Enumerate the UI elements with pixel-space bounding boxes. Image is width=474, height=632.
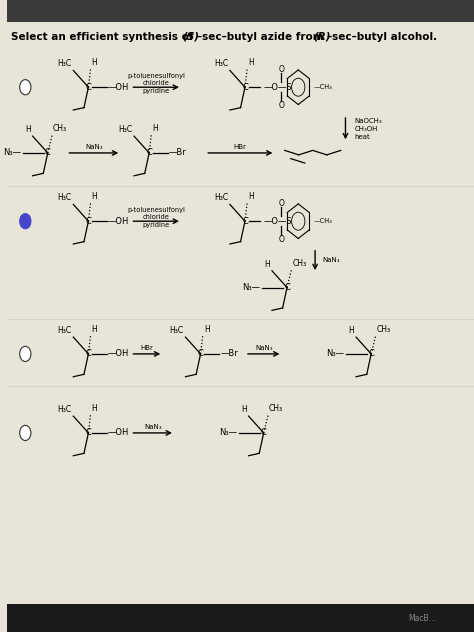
Text: p-toluenesulfonyl: p-toluenesulfonyl [127,73,185,79]
Text: H: H [248,191,254,201]
Text: CH₃: CH₃ [53,125,67,133]
Text: —Br: —Br [169,149,186,157]
Text: H: H [91,191,97,201]
Text: p-toluenesulfonyl: p-toluenesulfonyl [127,207,185,213]
Text: H: H [91,58,97,67]
Circle shape [20,214,31,229]
Text: NaN₃: NaN₃ [322,257,339,264]
Text: H: H [91,324,97,334]
Text: CH₃: CH₃ [376,325,391,334]
Text: CH₃: CH₃ [269,404,283,413]
Text: C: C [85,83,91,92]
Text: NaN₃: NaN₃ [85,144,103,150]
Text: N₃—: N₃— [327,349,345,358]
Text: –sec–butyl alcohol.: –sec–butyl alcohol. [327,32,437,42]
Circle shape [20,80,31,95]
Text: (S): (S) [182,32,199,42]
Text: H₃C: H₃C [57,193,72,202]
Bar [7,604,474,632]
Text: O: O [278,234,284,244]
Text: C: C [242,83,248,92]
Text: H: H [204,324,210,334]
Circle shape [20,346,31,362]
Text: —O—S: —O—S [264,217,292,226]
Text: —OH: —OH [108,83,129,92]
Text: NaOCH₃: NaOCH₃ [355,118,383,125]
Text: C: C [45,149,51,157]
Text: chloride: chloride [143,214,170,221]
Text: —OH: —OH [108,349,129,358]
Text: —OH: —OH [108,217,129,226]
Text: N₃—: N₃— [3,149,21,157]
Text: C: C [85,349,91,358]
Text: H₃C: H₃C [214,193,228,202]
Text: H₃C: H₃C [118,125,132,134]
Text: CH₃OH: CH₃OH [355,126,378,132]
Text: chloride: chloride [143,80,170,87]
Text: O: O [278,198,284,208]
Text: —Br: —Br [220,349,238,358]
Text: pyridine: pyridine [143,88,170,94]
Text: H₃C: H₃C [57,326,72,335]
Text: NaN₃: NaN₃ [144,423,162,430]
Text: —CH₃: —CH₃ [314,84,332,90]
Text: H₃C: H₃C [214,59,228,68]
Text: C: C [85,217,91,226]
Text: O: O [278,64,284,74]
Text: —O—S: —O—S [264,83,292,92]
Text: —CH₃: —CH₃ [314,218,332,224]
Text: CH₃: CH₃ [292,259,307,268]
Text: H: H [241,405,247,414]
Text: C: C [368,349,374,358]
Text: N₃—: N₃— [242,283,260,292]
Text: (R): (R) [313,32,330,42]
Text: H: H [91,403,97,413]
Text: H: H [348,326,354,335]
Text: C: C [85,428,91,437]
Text: NaN₃: NaN₃ [255,344,273,351]
Text: C: C [242,217,248,226]
Text: O: O [278,100,284,110]
Text: H: H [25,125,31,134]
Text: C: C [146,149,152,157]
Text: C: C [284,283,290,292]
Text: H: H [152,123,158,133]
Text: —OH: —OH [108,428,129,437]
Bar [7,0,474,22]
Text: C: C [198,349,203,358]
Text: C: C [261,428,266,437]
Text: Select an efficient synthesis of: Select an efficient synthesis of [11,32,197,42]
Text: N₃—: N₃— [219,428,237,437]
Circle shape [20,425,31,441]
Text: MacB…: MacB… [409,614,437,623]
Text: H₃C: H₃C [170,326,184,335]
Text: H₃C: H₃C [57,59,72,68]
Text: HBr: HBr [234,144,247,150]
Text: –sec–butyl azide from: –sec–butyl azide from [197,32,328,42]
Text: H₃C: H₃C [57,405,72,414]
Text: H: H [248,58,254,67]
Text: pyridine: pyridine [143,222,170,228]
Text: H: H [264,260,270,269]
Text: heat: heat [355,133,371,140]
Text: HBr: HBr [140,344,153,351]
